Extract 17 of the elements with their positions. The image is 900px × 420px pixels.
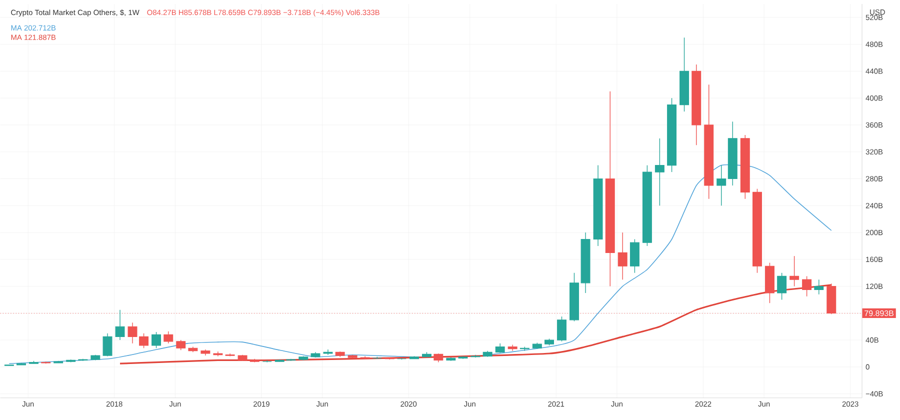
candlestick — [716, 165, 726, 206]
candlestick — [164, 331, 174, 344]
candlestick — [176, 340, 186, 351]
line-series — [8, 164, 832, 364]
candlestick — [790, 256, 800, 287]
candlestick — [777, 272, 787, 300]
candlestick — [618, 232, 628, 280]
candlestick — [557, 316, 566, 342]
candlestick — [802, 276, 812, 297]
candlestick — [323, 349, 333, 356]
candlestick — [814, 279, 824, 295]
candlestick — [152, 332, 162, 349]
candlestick — [630, 238, 640, 274]
candlestick — [654, 138, 664, 206]
candlestick — [115, 310, 125, 340]
candlestick — [102, 333, 112, 357]
candlestick — [495, 343, 505, 354]
